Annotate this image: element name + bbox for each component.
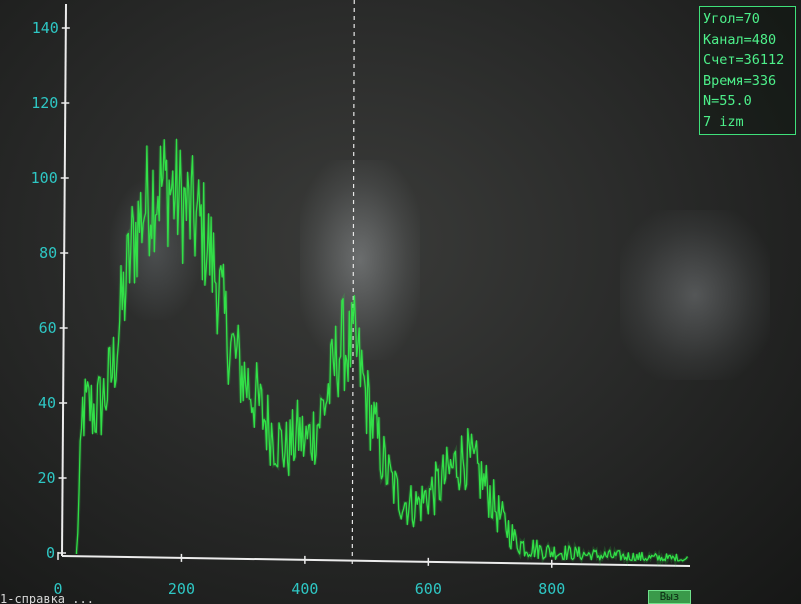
y-tick-label: 60 (39, 319, 57, 337)
x-tick-label: 0 (53, 580, 62, 598)
y-tick-label: 100 (31, 169, 58, 187)
x-tick-label: 800 (538, 580, 565, 598)
chart-axes (61, 3, 691, 567)
x-tick-label: 600 (415, 580, 442, 598)
channel-cursor-line (351, 0, 355, 565)
angle-readout: Угол=70 (703, 11, 760, 27)
exit-button[interactable]: Выз (648, 590, 691, 604)
time-readout: Время=336 (703, 72, 777, 89)
chart-ticks: 0 20 40 60 80 100 120 140 0 200 400 600 800 (31, 19, 566, 598)
y-tick-label: 0 (46, 544, 55, 562)
measurement-count-readout: 7 izm (703, 113, 744, 130)
trace-layer (74, 138, 689, 568)
n-readout: N=55.0 (703, 93, 752, 109)
y-tick-label: 40 (38, 394, 56, 412)
y-tick-label: 120 (31, 94, 58, 112)
y-axis-line (61, 3, 67, 557)
spectrum-trace (75, 138, 689, 562)
y-tick-label: 20 (38, 469, 56, 487)
y-tick-label: 80 (39, 244, 57, 262)
x-tick-label: 400 (291, 580, 318, 598)
x-axis-line (61, 555, 691, 567)
measurement-info-panel: Угол=70 Канал=480 Счет=36112 Время=336 N… (699, 6, 796, 135)
channel-readout: Канал=480 (703, 31, 777, 48)
spectrum-trace-glow (74, 139, 689, 568)
y-tick-label: 140 (32, 19, 59, 37)
count-readout: Счет=36112 (703, 52, 785, 68)
status-bar-text: 1-справка ... (0, 592, 94, 604)
cursor-layer (351, 0, 355, 565)
x-tick-label: 200 (168, 580, 195, 598)
